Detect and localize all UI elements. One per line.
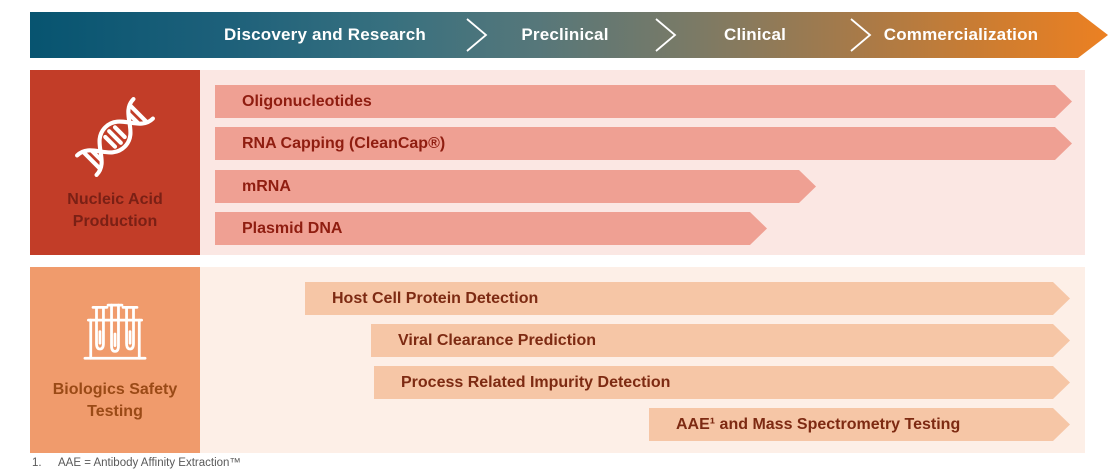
bar-plasmid-dna: Plasmid DNA xyxy=(215,212,767,245)
biologics-safety-category-box: Biologics Safety Testing xyxy=(30,267,200,453)
bar-aae-mass-spectrometry-testing: AAE¹ and Mass Spectrometry Testing xyxy=(649,408,1070,441)
bar-oligonucleotides: Oligonucleotides xyxy=(215,85,1072,118)
bar-host-cell-protein-detection: Host Cell Protein Detection xyxy=(305,282,1070,315)
chevron-separator-icon xyxy=(650,17,680,53)
nucleic-acid-category-box: Nucleic Acid Production xyxy=(30,70,200,255)
chevron-separator-icon xyxy=(461,17,491,53)
bar-viral-clearance-prediction: Viral Clearance Prediction xyxy=(371,324,1070,357)
bar-process-related-impurity-detection: Process Related Impurity Detection xyxy=(374,366,1070,399)
phase-clinical: Clinical xyxy=(723,25,787,44)
footnote-text: AAE = Antibody Affinity Extraction™ xyxy=(58,457,241,469)
footnote: 1. AAE = Antibody Affinity Extraction™ xyxy=(32,457,241,469)
section-title-biologics-safety-testing: Biologics Safety Testing xyxy=(52,381,178,420)
bar-rna-capping: RNA Capping (CleanCap®) xyxy=(215,127,1072,160)
phase-preclinical: Preclinical xyxy=(521,25,609,44)
phase-discovery-and-research: Discovery and Research xyxy=(224,25,426,44)
section-title-nucleic-acid-production: Nucleic Acid Production xyxy=(67,190,163,230)
test-tubes-icon xyxy=(83,304,147,361)
phase-commercialization: Commercialization xyxy=(883,25,1039,44)
bar-mrna: mRNA xyxy=(215,170,816,203)
phase-banner: Discovery and Research Preclinical Clini… xyxy=(30,12,1108,58)
footnote-number: 1. xyxy=(32,457,42,469)
dna-helix-icon xyxy=(75,96,155,177)
chevron-separator-icon xyxy=(845,17,875,53)
